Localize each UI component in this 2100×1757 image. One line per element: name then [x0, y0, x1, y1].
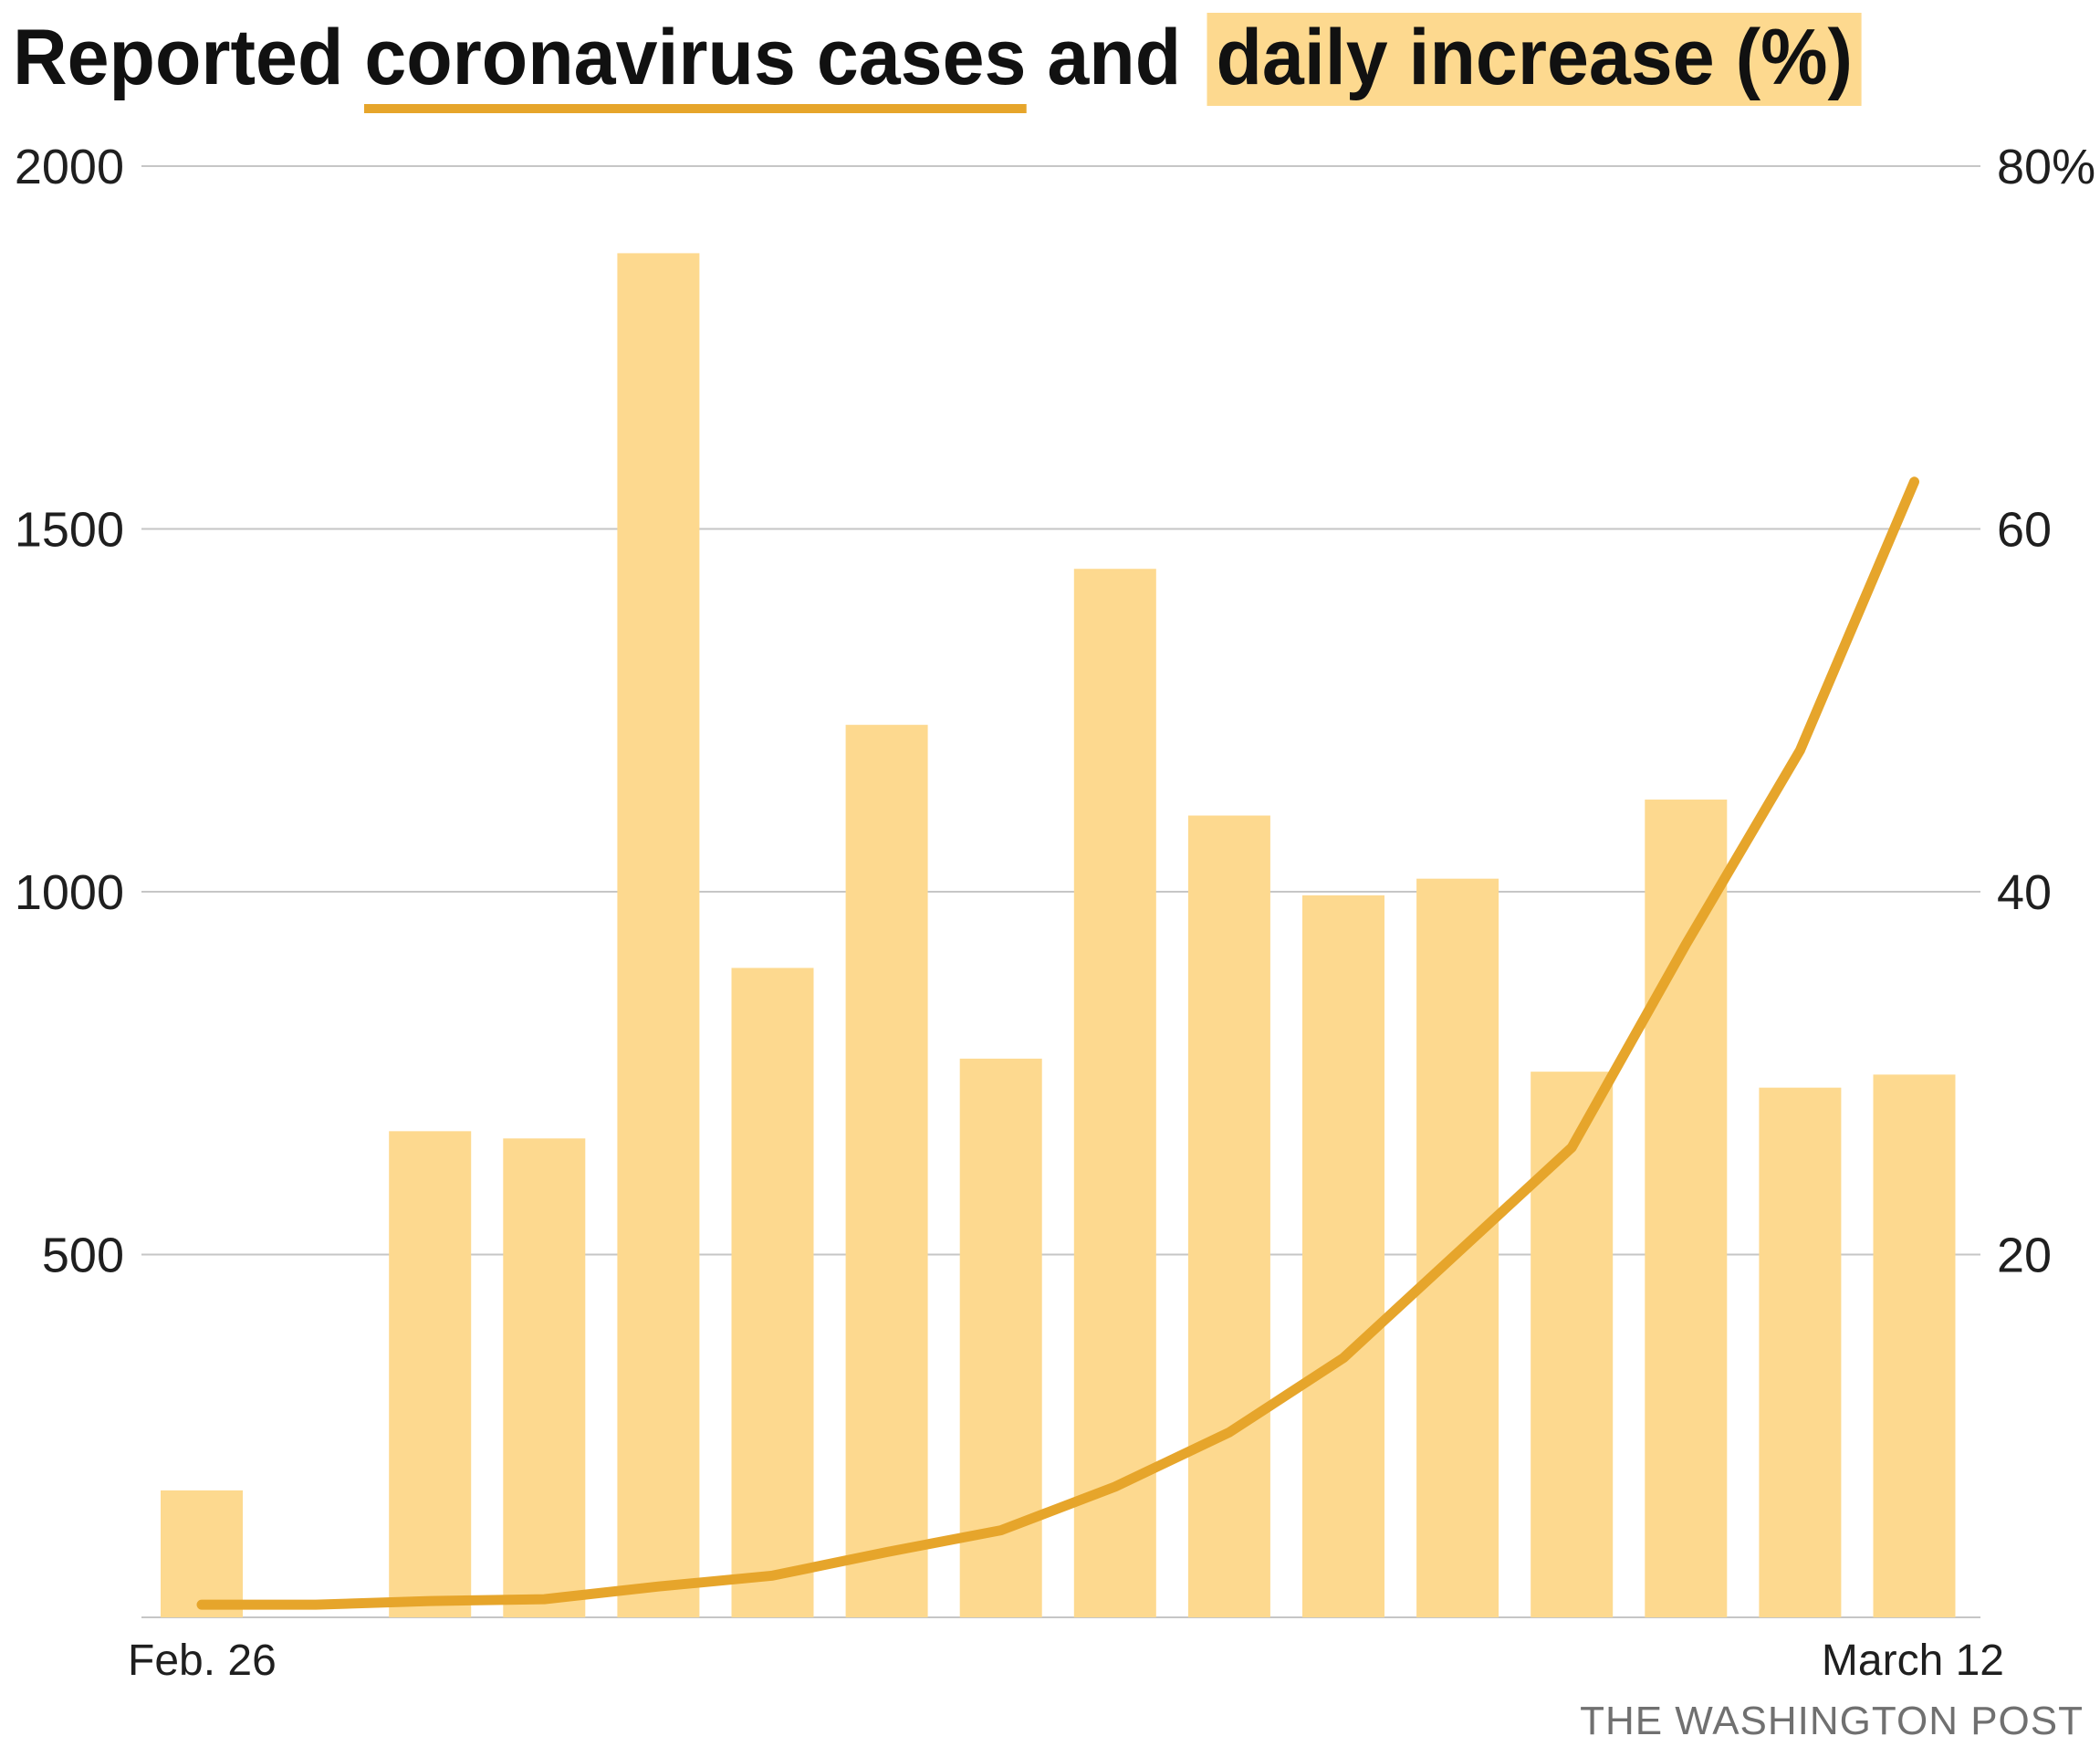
bar-6: [845, 725, 928, 1617]
bar-13: [1645, 800, 1728, 1617]
bar-0: [161, 1490, 243, 1617]
y-left-tick-label-1000: 1000: [15, 865, 124, 920]
line-series: [196, 476, 1919, 1610]
y-right-tick-label-20: 20: [1997, 1229, 2052, 1283]
bar-15: [1873, 1074, 1956, 1617]
legend-cases-key: coronavirus cases: [364, 18, 1027, 113]
axis-labels: 500 1000 1500 2000 20 40 60 80% Feb. 26 March 12: [15, 140, 2095, 1685]
bar-12: [1531, 1072, 1614, 1617]
bar-9: [1187, 815, 1270, 1617]
title-prefix: Reported: [13, 14, 344, 101]
y-right-tick-label-80: 80%: [1997, 140, 2095, 194]
bar-2: [389, 1131, 472, 1617]
daily-increase-line: [196, 476, 1919, 1610]
bar-series: [161, 253, 1956, 1617]
y-left-tick-label-2000: 2000: [15, 140, 124, 194]
title-join: and: [1047, 14, 1182, 101]
bar-5: [731, 967, 814, 1617]
x-tick-label-start: Feb. 26: [128, 1637, 277, 1685]
y-right-tick-label-40: 40: [1997, 865, 2052, 920]
source-credit: THE WASHINGTON POST: [1580, 1699, 2084, 1743]
x-tick-label-end: March 12: [1822, 1637, 2004, 1685]
bar-8: [1073, 569, 1156, 1617]
legend-daily-increase-key: daily increase (%): [1207, 13, 1862, 106]
y-left-tick-label-1500: 1500: [15, 503, 124, 558]
y-right-tick-label-60: 60: [1997, 503, 2052, 558]
bar-3: [503, 1138, 586, 1617]
chart-title: Reported coronavirus cases and daily inc…: [13, 13, 1862, 113]
bar-4: [617, 253, 700, 1617]
bar-10: [1302, 894, 1384, 1617]
bar-14: [1759, 1087, 1842, 1617]
y-left-tick-label-500: 500: [42, 1229, 124, 1283]
